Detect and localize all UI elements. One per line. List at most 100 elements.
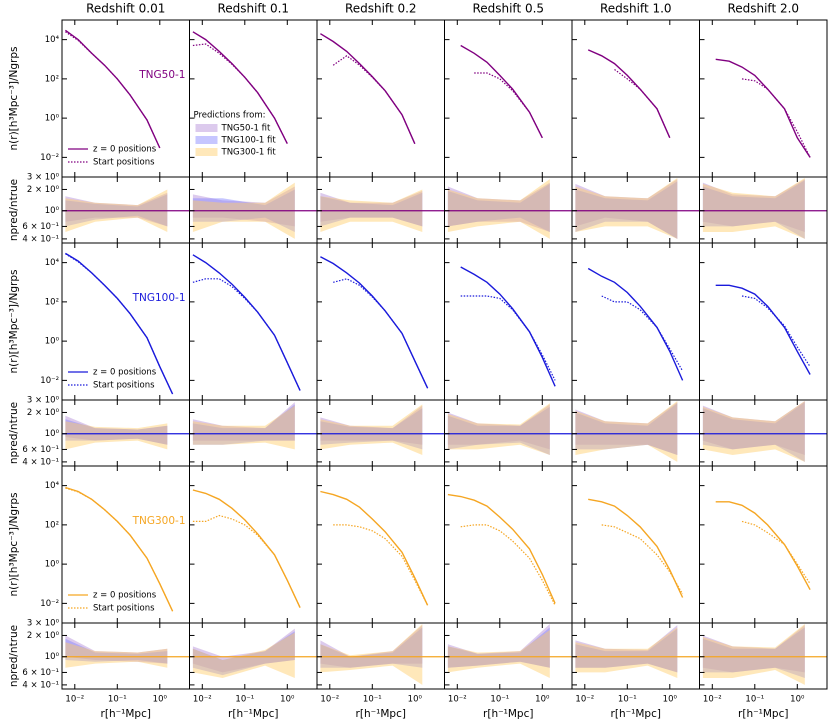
y-tick-label: 10⁰ [45, 114, 60, 124]
z0-line [192, 254, 301, 391]
ratio-tick-label: 6 × 10⁻¹ [22, 668, 59, 678]
x-tick-label: 10⁻² [575, 695, 594, 705]
legend-swatch [195, 148, 218, 156]
fit-band [320, 624, 423, 685]
fit-band [320, 627, 423, 668]
start-line [460, 524, 556, 606]
fit-band [447, 403, 550, 455]
panel-frame [699, 465, 828, 624]
fit-band [320, 192, 423, 227]
x-tick-label: 10⁻² [703, 695, 722, 705]
fit-band [320, 408, 423, 450]
fit-band [575, 178, 678, 239]
fit-band [447, 183, 550, 232]
z0-line [588, 498, 684, 598]
z0-line [65, 252, 174, 395]
panel-frame [316, 242, 445, 401]
x-tick-label: 10⁻¹ [490, 695, 509, 705]
fit-band [65, 415, 168, 445]
ratio-axis-label: npred/ntrue [8, 179, 20, 241]
x-tick-label: 10⁻² [193, 695, 212, 705]
fit-band [320, 191, 423, 227]
start-line [460, 295, 556, 381]
panel-frame [444, 19, 573, 178]
panel-frame [189, 242, 318, 401]
legend-label: TNG300-1 fit [221, 148, 277, 158]
fit-band [320, 405, 423, 445]
start-line [192, 514, 301, 608]
ratio-axis-label: npred/ntrue [8, 625, 20, 687]
y-axis-label: n(r)[h³Mpc⁻³]/Ngrps [8, 270, 20, 374]
y-tick-label: 10⁰ [45, 560, 60, 570]
fit-band [192, 404, 295, 445]
y-tick-label: 10⁰ [45, 337, 60, 347]
legend-title: Predictions from: [194, 111, 266, 121]
fit-band [702, 625, 805, 673]
fit-band [575, 625, 678, 673]
fit-band [702, 401, 805, 455]
fit-band [447, 627, 550, 668]
z0-line [192, 489, 301, 608]
z0-line [715, 284, 811, 375]
ratio-tick-label: 10⁰ [45, 652, 60, 662]
x-axis-label: r[h⁻¹Mpc] [356, 708, 406, 720]
start-line [333, 278, 429, 389]
ratio-tick-label: 10⁰ [45, 206, 60, 216]
x-axis-label: r[h⁻¹Mpc] [738, 708, 788, 720]
ratio-tick-label: 10⁰ [45, 429, 60, 439]
z0-line [192, 31, 288, 145]
z0-line [447, 493, 556, 604]
fit-band [65, 642, 168, 668]
y-tick-label: 10⁴ [45, 258, 60, 268]
z0-line [320, 33, 416, 144]
fit-band [447, 182, 550, 232]
z0-line [587, 49, 671, 139]
start-line [601, 295, 684, 372]
fit-band [702, 627, 805, 678]
x-axis-label: r[h⁻¹Mpc] [228, 708, 278, 720]
panel-frame [189, 465, 318, 624]
x-tick-label: 10⁻¹ [235, 695, 254, 705]
ratio-tick-label: 2 × 10⁰ [27, 408, 60, 418]
x-tick-label: 10⁻² [448, 695, 467, 705]
column-title: Redshift 0.5 [472, 2, 544, 16]
fit-band [702, 402, 805, 462]
x-tick-label: 10⁰ [153, 695, 168, 705]
z0-line [715, 501, 811, 591]
legend-label: z = 0 positions [93, 591, 157, 601]
ratio-tick-label: 3 × 10⁰ [27, 619, 60, 629]
legend-label: Start positions [93, 604, 155, 614]
panel-frame [571, 19, 700, 178]
z0-line [64, 29, 161, 149]
fit-band [702, 179, 805, 232]
x-tick-label: 10⁻¹ [363, 695, 382, 705]
legend-label: Start positions [93, 381, 155, 391]
row-name: TNG100-1 [132, 292, 186, 304]
start-line [474, 72, 543, 139]
fit-band [575, 628, 678, 673]
x-tick-label: 10⁰ [280, 695, 295, 705]
fit-band [192, 632, 295, 678]
start-line [741, 295, 811, 368]
y-tick-label: 10⁴ [45, 35, 60, 45]
ratio-tick-label: 6 × 10⁻¹ [22, 222, 59, 232]
z0-line [320, 490, 429, 606]
z0-line [65, 486, 174, 612]
y-tick-label: 10⁻² [40, 599, 59, 609]
ratio-tick-label: 6 × 10⁻¹ [22, 445, 59, 455]
legend-swatch [195, 136, 218, 144]
column-title: Redshift 1.0 [600, 2, 672, 16]
fit-band [702, 180, 805, 239]
fit-band [575, 401, 678, 462]
x-axis-label: r[h⁻¹Mpc] [611, 708, 661, 720]
x-tick-label: 10⁻² [65, 695, 84, 705]
legend-label: z = 0 positions [93, 145, 157, 155]
start-line [601, 524, 684, 595]
fit-band [575, 402, 678, 455]
fit-band [702, 401, 805, 462]
start-line [65, 31, 161, 149]
fit-band [575, 403, 678, 455]
x-tick-label: 10⁰ [663, 695, 678, 705]
fit-band [192, 628, 295, 673]
